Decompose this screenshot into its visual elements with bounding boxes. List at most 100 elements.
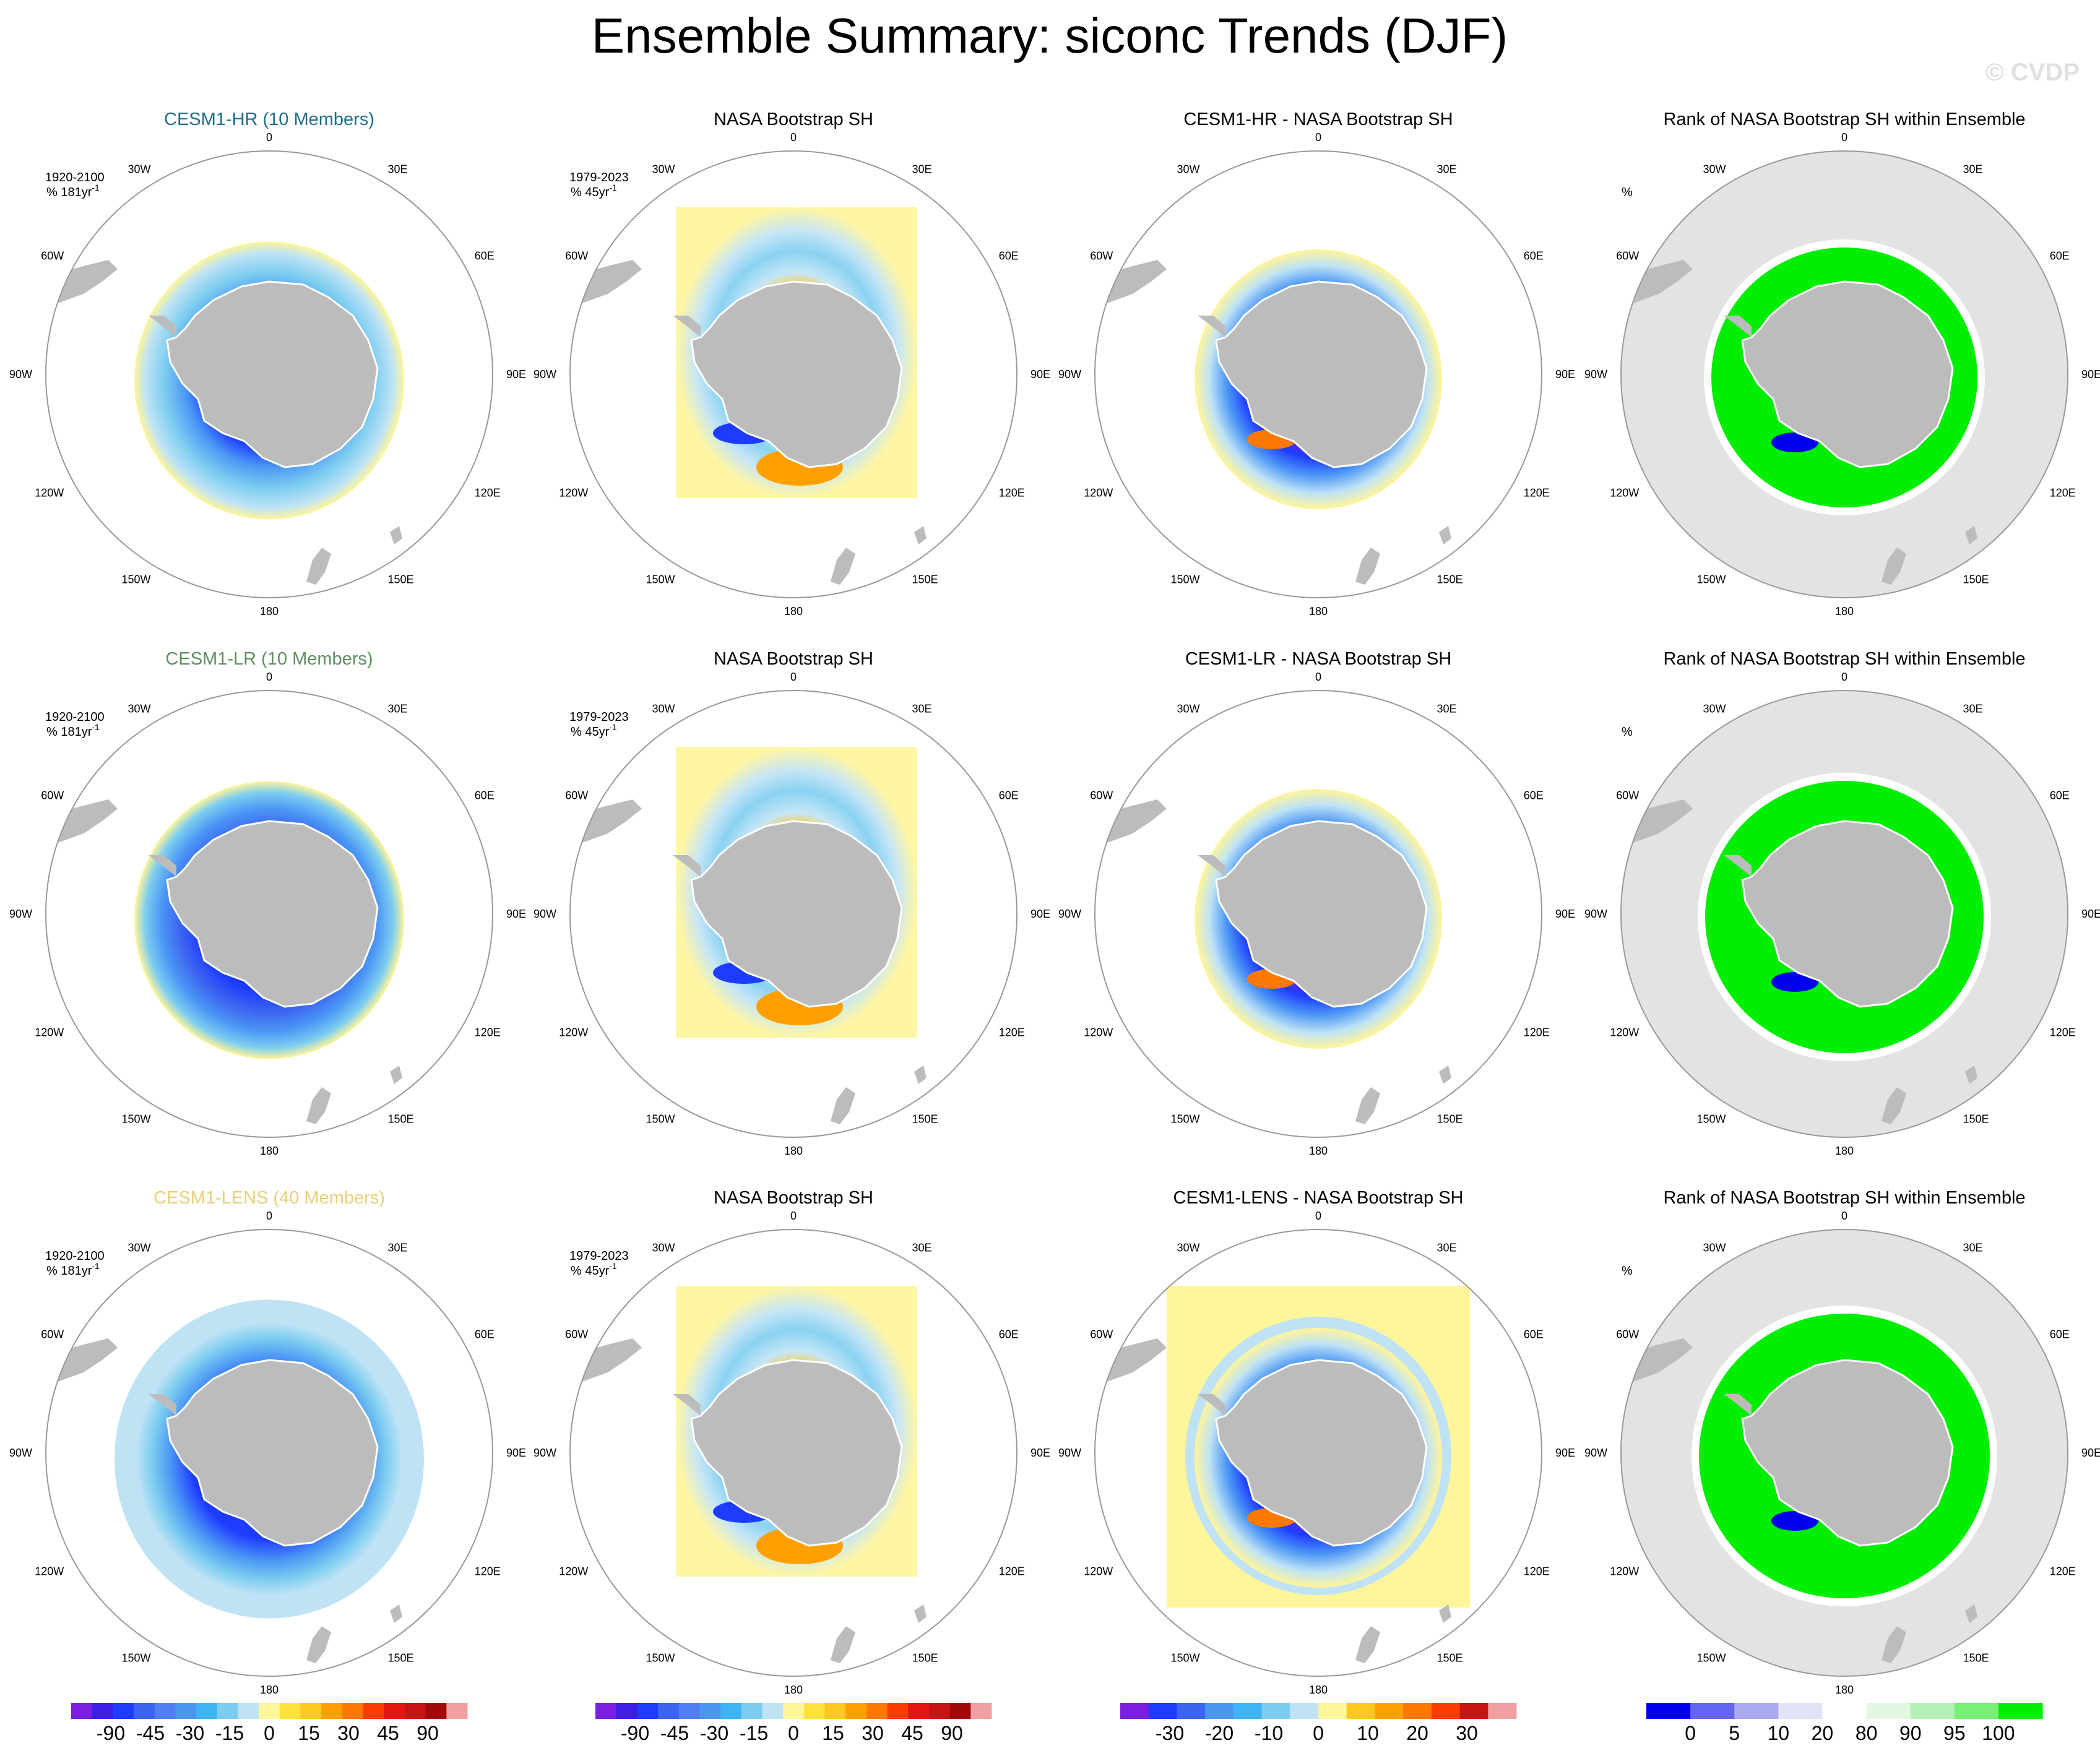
units-label: % 181yr-1 [46,183,100,199]
longitude-label: 90W [534,368,556,381]
colorbar: 0 5 10 20 80 90 95 100 [1646,1703,2043,1744]
colorbar-tick-label: 30 [862,1722,884,1744]
longitude-label: 120W [559,487,588,499]
colorbar-tick-label: 30 [1456,1722,1478,1744]
longitude-label: 180 [1835,605,1854,618]
colorbar-tick-label: -90 [621,1722,649,1744]
tasmania-land [1965,526,1977,545]
longitude-label: 120E [475,487,501,499]
longitude-label: 150E [912,574,938,586]
longitude-label: 30W [1177,702,1199,715]
colorbar-swatch [928,1703,951,1719]
colorbar-tick-label: -20 [1205,1722,1234,1744]
longitude-label: 150W [1170,574,1199,586]
rank-low-patch [1771,1511,1818,1531]
panel-title: CESM1-LR - NASA Bootstrap SH [1185,649,1451,669]
longitude-label: 30W [1177,1241,1199,1254]
map-panel-obs: NASA Bootstrap SH 0 30E 60E 90E 120E 150E 180 15… [534,1188,1050,1696]
new-zealand-land [831,1626,855,1663]
colorbar-swatch [1998,1703,2043,1719]
longitude-label: 150E [1963,1652,1989,1664]
longitude-label: 150W [121,1113,150,1126]
colorbar-swatch [824,1703,846,1719]
longitude-label: 180 [260,1145,279,1157]
south-america-land [1099,260,1167,306]
south-america-land [50,799,118,846]
longitude-label: 180 [784,605,803,618]
colorbar-tick-label: 100 [1982,1722,2015,1744]
longitude-label: 0 [1315,671,1321,683]
longitude-label: 120W [1084,487,1113,499]
colorbar-tick-label: -90 [97,1722,125,1744]
longitude-label: 150W [1170,1113,1199,1126]
panel-title: NASA Bootstrap SH [714,649,873,669]
map-boundary [1094,690,1542,1138]
colorbar-tick-label: -15 [740,1722,768,1744]
longitude-label: 150E [388,1652,414,1664]
longitude-label: 180 [1309,1145,1328,1157]
peninsula-land [1198,855,1225,877]
longitude-label: 30W [652,163,675,175]
colorbar-swatch [949,1703,971,1719]
longitude-label: 180 [260,1684,279,1696]
antarctica-land [690,280,903,468]
longitude-label: 30E [1963,1241,1983,1254]
colorbar-swatch [1290,1703,1319,1719]
longitude-label: 90W [1058,1447,1081,1459]
longitude-label: 0 [1841,671,1847,683]
colorbar-swatch [134,1703,155,1719]
longitude-label: 60W [1616,250,1639,262]
colorbar-swatch [678,1703,700,1719]
longitude-label: 150W [121,1652,150,1664]
longitude-label: 120W [35,487,64,499]
colorbar-tick-label: -10 [1255,1722,1283,1744]
units-label: % 45yr-1 [571,1261,617,1278]
longitude-label: 90E [1031,1447,1050,1459]
new-zealand-land [306,1626,331,1663]
longitude-label: 90E [1031,908,1050,920]
colorbar-swatch [803,1703,826,1719]
longitude-label: 150E [912,1113,938,1126]
longitude-label: 30E [1963,702,1983,715]
colorbar-tick-label: 10 [1768,1722,1790,1744]
longitude-label: 90W [1584,1447,1607,1459]
colorbar-swatch [699,1703,721,1719]
colorbar-swatch [113,1703,134,1719]
map-panel-rank: Rank of NASA Bootstrap SH within Ensembl… [1584,110,2100,618]
panel-title: Rank of NASA Bootstrap SH within Ensembl… [1663,1188,2025,1208]
longitude-label: 120W [559,1027,588,1039]
peninsula-land [149,316,176,337]
colorbar-swatch [279,1703,301,1719]
new-zealand-land [1355,1087,1380,1124]
map-boundary [569,1229,1018,1677]
map-panel-obs: NASA Bootstrap SH 0 30E 60E 90E 120E 150E 180 15… [534,649,1050,1157]
new-zealand-land [1882,1626,1906,1663]
rank-low-patch [1771,972,1818,992]
longitude-label: 30E [388,163,408,175]
longitude-label: 180 [1835,1684,1854,1696]
longitude-label: 120E [475,1565,501,1578]
south-america-land [574,1338,642,1385]
units-exponent: -1 [609,722,617,732]
peninsula-land [149,1394,176,1416]
longitude-label: 60W [41,250,64,262]
map-panel-model: CESM1-LENS (40 Members) 0 30E 60E 90E 120E 150… [9,1188,526,1696]
colorbar-swatch [92,1703,113,1719]
colorbar-swatch [1910,1703,1955,1719]
longitude-label: 60W [41,1328,64,1341]
longitude-label: 120W [1610,1565,1639,1578]
colorbar: -90 -45 -30 -15 0 15 30 45 90 [71,1703,468,1744]
longitude-label: 180 [784,1684,803,1696]
trend-period-label: 1979-2023 [569,710,629,724]
antarctica-land [166,280,379,468]
colorbar-swatch [658,1703,680,1719]
map-boundary [1620,690,2068,1138]
colorbar-swatch [1734,1703,1779,1719]
peninsula-land [673,855,701,877]
colorbar-swatch [300,1703,322,1719]
panel-title: CESM1-LENS - NASA Bootstrap SH [1173,1188,1464,1208]
longitude-label: 90E [2081,1447,2100,1459]
longitude-label: 30W [1703,702,1726,715]
colorbar-swatch [1459,1703,1489,1719]
south-america-land [574,260,642,306]
